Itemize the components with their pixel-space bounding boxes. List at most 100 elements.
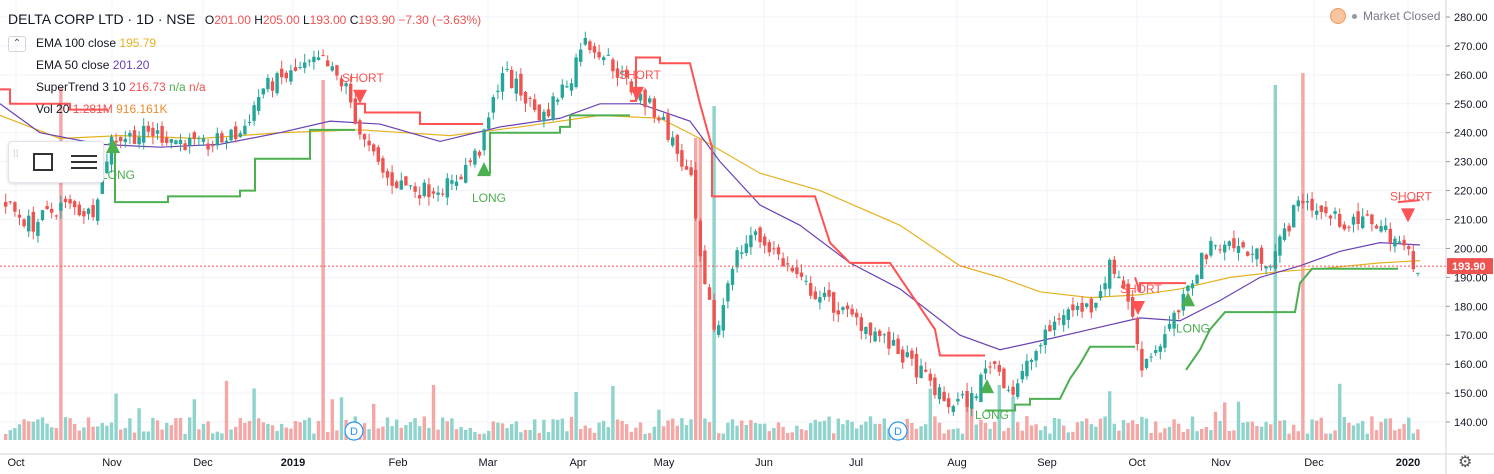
candle-body xyxy=(1177,310,1181,313)
candle-body xyxy=(96,199,100,221)
volume-bar xyxy=(261,422,265,440)
volume-bar xyxy=(680,418,684,440)
study-ema100[interactable]: ⌃ EMA 100 close 195.79 xyxy=(8,32,481,54)
candle-body xyxy=(1167,323,1172,329)
volume-bar xyxy=(1223,402,1227,440)
volume-bar xyxy=(468,427,472,440)
study-value: 201.20 xyxy=(112,58,150,72)
volume-bar xyxy=(293,420,298,440)
volume-bar xyxy=(114,393,118,440)
candle-body xyxy=(1149,356,1153,358)
candle-body xyxy=(1066,309,1070,320)
volume-bar xyxy=(933,416,937,440)
volume-bar xyxy=(979,419,983,440)
candle-body xyxy=(1163,334,1167,348)
candle-body xyxy=(123,138,127,143)
supertrend-segment xyxy=(1134,277,1186,293)
volume-bar xyxy=(413,418,417,440)
volume-bar xyxy=(436,429,440,440)
ohlc-change: −7.30 (−3.63%) xyxy=(398,13,482,27)
volume-bar xyxy=(1052,417,1057,440)
rectangle-icon[interactable] xyxy=(33,153,53,171)
volume-bar xyxy=(721,433,725,440)
volume-bar xyxy=(1218,420,1222,440)
volume-bar xyxy=(178,417,183,440)
candle-body xyxy=(418,194,422,199)
candle-body xyxy=(266,78,270,90)
volume-bar xyxy=(151,417,155,440)
candle-body xyxy=(1071,304,1075,311)
volume-bar xyxy=(569,416,574,440)
candle-body xyxy=(588,41,592,51)
candle-body xyxy=(574,57,578,87)
volume-bar xyxy=(1140,416,1144,440)
study-value: 195.79 xyxy=(119,36,157,50)
candle-body xyxy=(514,78,518,94)
candle-body xyxy=(160,126,164,143)
volume-bar xyxy=(367,429,371,440)
volume-bar xyxy=(105,425,109,440)
volume-bar xyxy=(82,427,86,440)
volume-bar xyxy=(326,432,330,440)
volume-bar xyxy=(855,428,859,440)
candle-body xyxy=(974,396,978,399)
sun-icon xyxy=(1330,8,1346,24)
ohlc-c-label: C xyxy=(349,13,359,27)
volume-bar xyxy=(1025,416,1029,440)
volume-bar xyxy=(1094,426,1098,440)
volume-bar xyxy=(1282,420,1287,440)
candle-body xyxy=(749,235,753,248)
drag-handle-icon[interactable]: ⁞⁞ xyxy=(13,149,19,160)
candle-body xyxy=(427,184,431,198)
volume-bar xyxy=(238,418,242,440)
chevron-up-icon[interactable]: ⌃ xyxy=(8,36,26,52)
volume-bar xyxy=(832,433,836,440)
volume-bar xyxy=(418,426,422,440)
study-value: 1.281M xyxy=(72,102,113,116)
candle-body xyxy=(1282,228,1287,240)
volume-bar xyxy=(284,427,288,440)
volume-bar xyxy=(123,428,127,440)
candle-body xyxy=(31,211,35,232)
time-tick-label: 2020 xyxy=(1396,457,1420,469)
volume-bar xyxy=(602,420,606,440)
candle-body xyxy=(551,96,555,120)
short-arrow-icon xyxy=(1401,208,1415,223)
candle-body xyxy=(192,132,196,139)
study-ema50[interactable]: EMA 50 close 201.20 xyxy=(8,54,481,76)
volume-bar xyxy=(275,431,279,440)
study-supertrend[interactable]: SuperTrend 3 10 216.73 n/a n/a xyxy=(8,76,481,98)
signal-label: SHORT xyxy=(342,71,384,85)
candle-body xyxy=(183,143,187,151)
price-tick-label: 220.00 xyxy=(1454,186,1488,198)
candle-body xyxy=(790,267,794,272)
candle-body xyxy=(528,97,532,99)
candle-body xyxy=(316,57,321,60)
study-volume[interactable]: Vol 20 1.281M 916.161K xyxy=(8,98,481,120)
volume-bar xyxy=(1172,419,1176,440)
volume-bar xyxy=(1163,428,1167,440)
candle-body xyxy=(132,130,137,144)
drawing-toolbar[interactable]: ⁞⁞ xyxy=(8,141,104,183)
candle-body xyxy=(841,307,845,311)
candle-body xyxy=(330,66,334,71)
candle-body xyxy=(142,125,146,143)
list-icon[interactable] xyxy=(71,151,97,173)
volume-bar xyxy=(919,426,923,440)
volume-bar xyxy=(155,420,160,440)
supertrend-segment xyxy=(0,88,108,111)
volume-bar xyxy=(505,428,509,440)
candle-body xyxy=(459,176,463,180)
volume-bar xyxy=(312,433,316,440)
gear-icon[interactable]: ⚙ xyxy=(1458,454,1473,471)
candle-body xyxy=(82,211,86,217)
ohlc-values: O201.00 H205.00 L193.00 C193.90 −7.30 (−… xyxy=(205,13,481,27)
ohlc-o: 201.00 xyxy=(214,13,251,27)
volume-bar xyxy=(657,409,661,440)
time-tick-label: Aug xyxy=(947,457,967,469)
volume-bar xyxy=(717,433,721,440)
candle-body xyxy=(293,67,298,72)
candle-body xyxy=(1342,224,1346,230)
